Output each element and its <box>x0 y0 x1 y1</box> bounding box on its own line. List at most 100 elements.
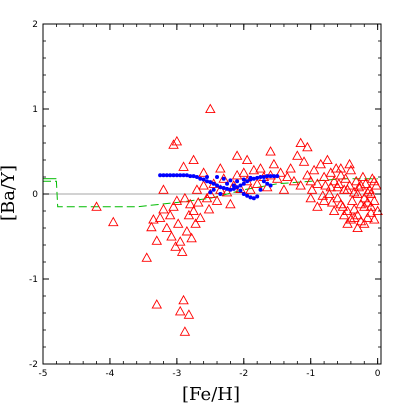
data-point-dot <box>184 173 189 178</box>
data-point-triangle <box>302 141 313 152</box>
data-point-dot <box>241 181 246 186</box>
data-point-triangle <box>174 236 186 246</box>
data-point-triangle <box>325 181 337 192</box>
data-point-dot <box>258 187 263 192</box>
data-point-dot <box>215 175 220 179</box>
data-point-triangle <box>203 203 215 214</box>
data-point-dot <box>268 183 273 188</box>
data-point-triangle <box>255 163 266 173</box>
data-point-triangle <box>172 218 184 228</box>
data-point-triangle <box>241 154 253 165</box>
data-point-triangle <box>231 169 243 180</box>
data-point-triangle <box>108 216 119 227</box>
data-point-dot <box>261 179 266 184</box>
data-point-triangle <box>352 188 363 199</box>
x-axis-label: [Fe/H] <box>182 384 240 405</box>
data-point-dot <box>238 183 243 188</box>
data-point-triangle <box>306 184 318 194</box>
data-point-triangle <box>168 201 179 211</box>
data-point-dot <box>204 179 209 184</box>
data-point-triangle <box>179 326 191 336</box>
data-point-triangle <box>332 181 343 192</box>
data-point-dot <box>225 186 230 191</box>
data-point-triangle <box>342 205 353 216</box>
y-tick-label: -2 <box>29 360 38 370</box>
data-point-triangle <box>154 212 166 222</box>
data-point-triangle <box>218 173 229 183</box>
data-point-dot <box>194 175 199 179</box>
data-point-triangle <box>221 186 233 197</box>
data-point-dot <box>268 174 273 179</box>
data-point-triangle <box>151 299 163 309</box>
data-point-dot <box>221 176 226 181</box>
data-point-triangle <box>360 178 371 188</box>
data-point-triangle <box>225 198 236 209</box>
data-point-triangle <box>231 150 243 160</box>
data-point-dot <box>265 181 270 186</box>
data-point-triangle <box>211 195 223 205</box>
data-point-triangle <box>298 156 310 166</box>
data-point-triangle <box>282 171 293 182</box>
data-point-triangle <box>345 164 357 175</box>
data-point-dot <box>191 174 196 179</box>
data-point-dot <box>208 180 213 185</box>
data-point-triangle <box>170 241 181 251</box>
data-point-triangle <box>184 198 196 209</box>
data-point-triangle <box>305 175 316 186</box>
data-point-triangle <box>295 137 306 148</box>
data-point-dot <box>235 179 240 184</box>
data-point-triangle <box>265 146 276 156</box>
data-point-dot <box>238 188 243 193</box>
data-point-triangle <box>305 192 316 203</box>
data-point-triangle <box>362 212 373 222</box>
data-point-triangle <box>367 173 378 183</box>
data-point-dot <box>248 175 253 180</box>
data-point-triangle <box>338 209 350 220</box>
x-tick-label: 0 <box>375 369 381 379</box>
data-point-triangle <box>340 173 351 183</box>
data-point-triangle <box>151 235 163 245</box>
data-point-triangle <box>268 158 280 169</box>
data-point-triangle <box>322 154 333 165</box>
data-point-triangle <box>342 218 353 228</box>
data-point-triangle <box>359 218 370 228</box>
data-point-dot <box>198 176 203 181</box>
data-point-dot <box>271 174 276 179</box>
data-point-triangle <box>141 252 153 262</box>
data-point-triangle <box>198 167 209 177</box>
data-point-triangle <box>362 197 373 207</box>
data-point-dot <box>181 173 186 178</box>
data-point-dot <box>241 177 246 182</box>
data-point-triangle <box>179 192 191 203</box>
data-point-triangle <box>369 175 380 186</box>
y-tick-label: 2 <box>32 20 38 30</box>
data-point-dot <box>211 187 216 192</box>
x-tick-label: -5 <box>39 369 48 379</box>
axes: -5 -4 -3 -2 -1 0 -2 -1 0 1 2 <box>29 20 382 379</box>
x-tick-label: -4 <box>105 369 114 379</box>
data-point-dot <box>161 173 166 178</box>
data-point-dot <box>215 183 220 188</box>
data-point-triangle <box>335 163 347 173</box>
data-point-dot <box>245 179 250 184</box>
y-tick-label: 1 <box>32 105 38 115</box>
data-point-triangle <box>171 195 183 205</box>
data-point-triangle <box>188 154 199 165</box>
data-point-dot <box>158 173 163 178</box>
data-point-triangle <box>365 188 377 199</box>
x-tick-label: -3 <box>172 369 181 379</box>
data-point-triangle <box>186 232 197 243</box>
data-point-dot <box>211 181 216 186</box>
data-point-triangle <box>312 201 323 211</box>
data-point-triangle <box>271 173 283 183</box>
y-axis-label: [Ba/Y] <box>0 165 19 221</box>
data-point-dot <box>168 173 173 178</box>
data-point-triangle <box>324 188 335 199</box>
data-point-triangle <box>355 215 367 226</box>
data-point-dot <box>188 174 193 179</box>
data-point-triangle <box>205 188 216 199</box>
data-point-triangle <box>335 198 347 209</box>
data-point-triangle <box>190 218 201 228</box>
data-point-dot <box>248 195 253 200</box>
data-point-triangle <box>369 195 380 205</box>
